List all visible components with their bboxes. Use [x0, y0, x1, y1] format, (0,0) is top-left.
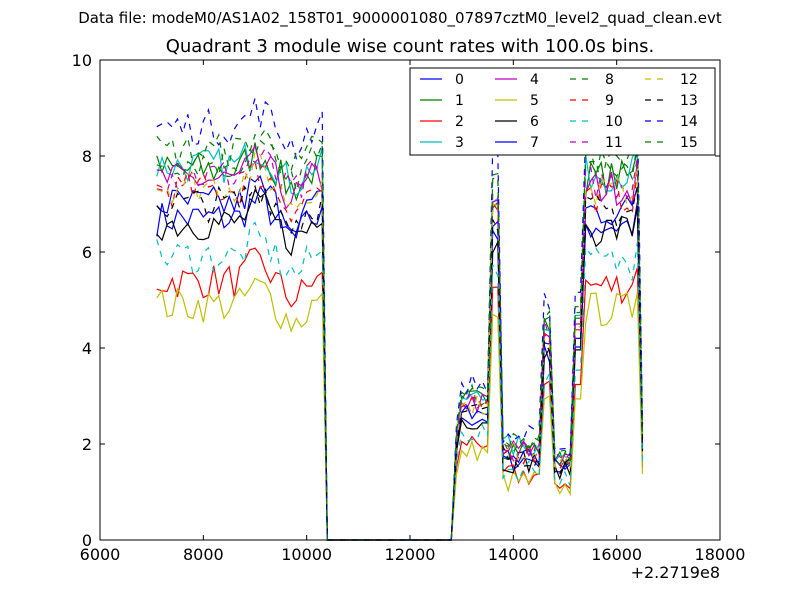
- series-line-5: [156, 277, 644, 541]
- legend-label: 13: [680, 93, 698, 109]
- series-line-11: [156, 147, 644, 541]
- series-lines-group: [156, 98, 644, 541]
- legend-label: 7: [530, 135, 539, 151]
- y-tick-label: 10: [72, 51, 92, 70]
- y-tick-label: 8: [82, 147, 92, 166]
- x-tick-label: 10000: [281, 545, 332, 564]
- x-tick-label: 12000: [385, 545, 436, 564]
- legend-label: 3: [455, 135, 464, 151]
- legend-label: 8: [605, 72, 614, 88]
- x-offset-label: +2.2719e8: [631, 563, 720, 582]
- legend-label: 11: [605, 135, 623, 151]
- legend-label: 15: [680, 135, 698, 151]
- legend-label: 14: [680, 114, 698, 130]
- legend-label: 1: [455, 93, 464, 109]
- legend-box: [409, 67, 716, 156]
- series-line-2: [156, 247, 644, 541]
- series-line-0: [156, 185, 644, 541]
- series-line-3: [156, 141, 644, 541]
- x-tick-label: 18000: [695, 545, 746, 564]
- figure-suptitle: Data file: modeM0/AS1A02_158T01_90000010…: [78, 9, 722, 27]
- series-line-10: [156, 221, 644, 541]
- series-line-13: [156, 184, 644, 541]
- series-line-12: [156, 150, 644, 541]
- legend-label: 4: [530, 72, 539, 88]
- y-tick-label: 4: [82, 339, 92, 358]
- series-line-4: [156, 144, 644, 541]
- legend-label: 9: [605, 93, 614, 109]
- legend-label: 5: [530, 93, 539, 109]
- legend-label: 0: [455, 72, 464, 88]
- y-tick-label: 6: [82, 243, 92, 262]
- legend-label: 6: [530, 114, 539, 130]
- legend-label: 12: [680, 72, 698, 88]
- x-tick-label: 16000: [591, 545, 642, 564]
- legend-label: 2: [455, 114, 464, 130]
- chart-title: Quadrant 3 module wise count rates with …: [165, 36, 655, 57]
- series-line-8: [156, 139, 644, 541]
- legend-label: 10: [605, 114, 623, 130]
- y-tick-label: 0: [82, 531, 92, 550]
- y-tick-label: 2: [82, 435, 92, 454]
- x-tick-label: 6000: [80, 545, 121, 564]
- series-line-15: [156, 128, 644, 541]
- x-tick-label: 14000: [488, 545, 539, 564]
- x-tick-label: 8000: [183, 545, 224, 564]
- series-line-1: [156, 142, 644, 541]
